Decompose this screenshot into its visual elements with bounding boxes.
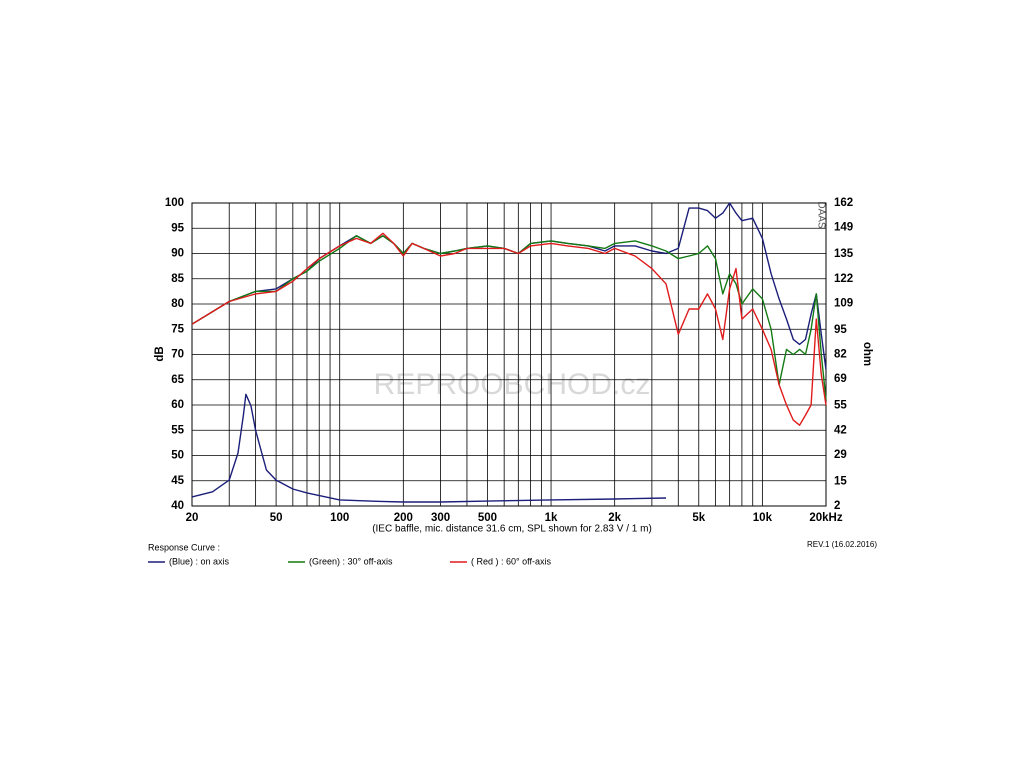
y-tick-label: 85 [171,273,184,285]
x-axis-label: (IEC baffle, mic. distance 31.6 cm, SPL … [372,524,652,535]
y2-tick-label: 15 [834,475,847,487]
y-axis-label: dB [154,346,166,361]
x-tick-label: 20 [186,512,199,524]
watermark: REPROOBCHOD.cz [374,368,651,401]
x-tick-label: 500 [478,512,497,524]
y2-tick-label: 29 [834,449,847,461]
y-tick-label: 90 [171,248,184,260]
y2-tick-label: 162 [834,197,853,209]
legend-label: (Green) : 30° off-axis [309,556,393,566]
x-tick-label: 50 [270,512,283,524]
x-tick-label: 200 [394,512,413,524]
y2-tick-label: 82 [834,349,847,361]
y-tick-label: 60 [171,399,184,411]
revision: REV.1 (16.02.2016) [807,540,877,549]
legend-label: (Blue) : on axis [169,556,230,566]
x-tick-label: 1k [545,512,558,524]
y2-tick-label: 122 [834,273,853,285]
x-tick-label: 20kHz [809,512,842,524]
y-tick-label: 40 [171,500,184,512]
series-line [191,232,827,426]
y-tick-label: 65 [171,374,184,386]
y-tick-label: 55 [171,424,184,436]
y2-tick-label: 2 [834,500,840,512]
y2-tick-label: 135 [834,248,854,260]
y-tick-label: 50 [171,450,184,462]
y2-axis-label: ohm [861,342,873,366]
y-tick-label: 45 [171,475,184,487]
legend-label: ( Red ) : 60° off-axis [471,556,551,566]
y2-tick-label: 109 [834,297,853,309]
y-tick-label: 80 [171,298,184,310]
y2-tick-label: 42 [834,424,847,436]
y-tick-label: 95 [171,222,184,234]
y2-tick-label: 69 [834,373,847,385]
impedance-line [191,393,667,503]
series-line [191,235,827,400]
legend-title: Response Curve : [148,542,220,552]
y2-tick-label: 95 [834,324,847,336]
x-tick-label: 10k [753,512,773,524]
y-tick-label: 100 [165,197,184,209]
x-tick-label: 100 [330,512,349,524]
x-tick-label: 5k [692,512,705,524]
x-tick-label: 300 [431,512,450,524]
y-tick-label: 70 [171,349,184,361]
brand: DAAS [815,201,826,229]
y-tick-label: 75 [171,323,184,335]
y2-tick-label: 149 [834,222,853,234]
x-tick-label: 2k [608,512,621,524]
y2-tick-label: 55 [834,400,847,412]
